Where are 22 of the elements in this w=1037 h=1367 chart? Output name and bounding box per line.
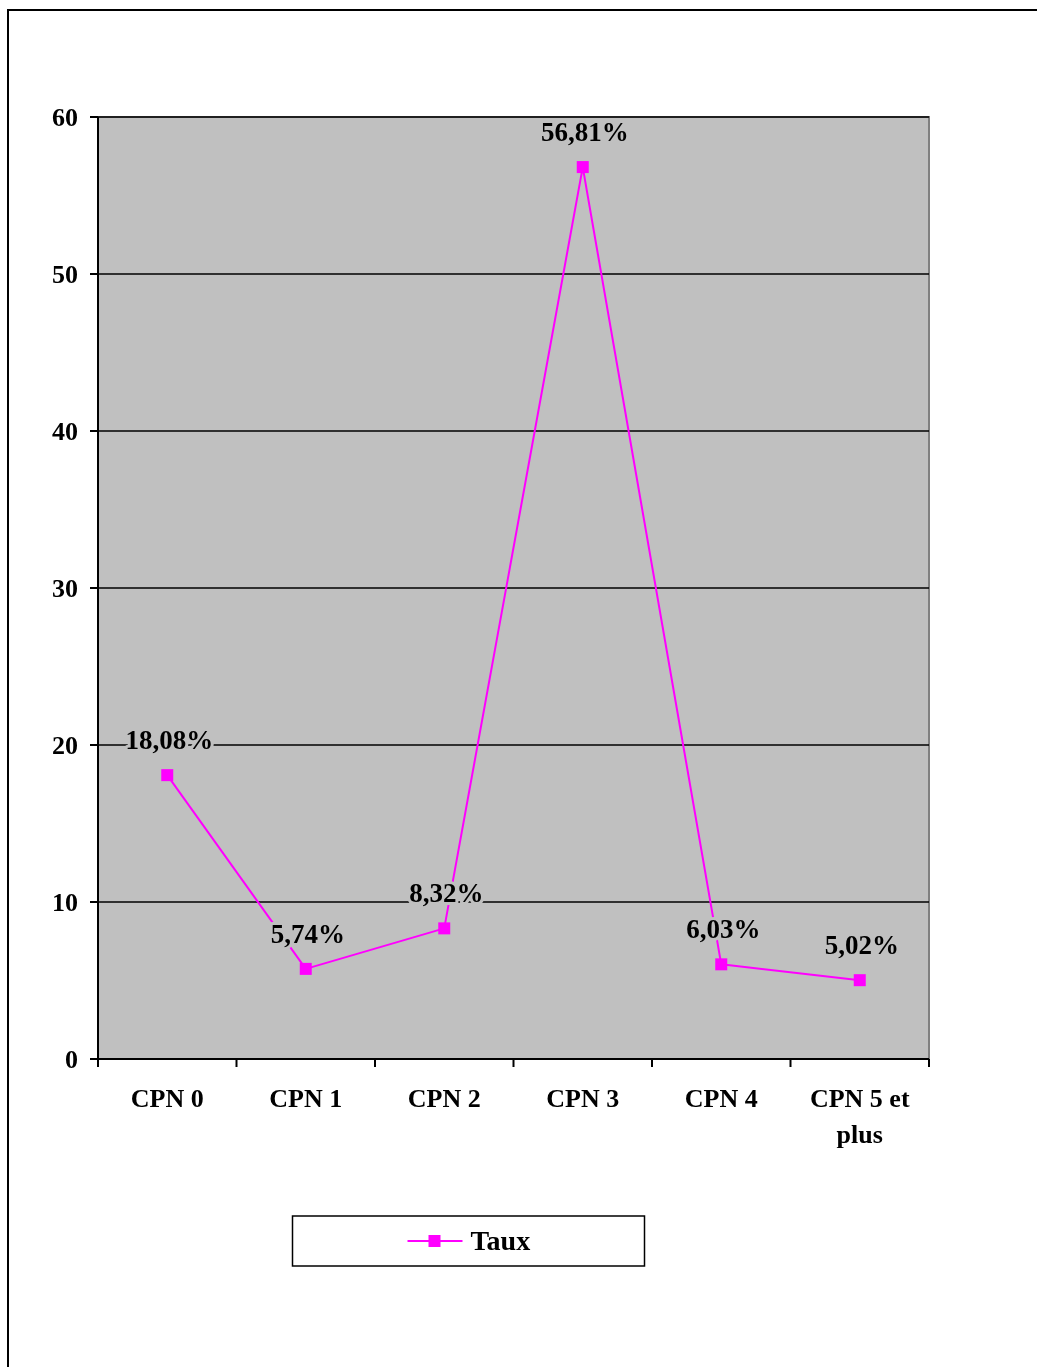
y-tick-label: 50: [52, 260, 78, 289]
point: [299, 962, 312, 975]
x-tick-label: CPN 5 et plus: [809, 1084, 910, 1149]
x-tick-label: CPN 1: [269, 1084, 343, 1113]
x-tick-label: CPN 0: [130, 1084, 204, 1113]
y-tick-label: 0: [65, 1045, 78, 1074]
data-label: 5,02%: [824, 930, 899, 961]
legend-label: Taux: [470, 1225, 531, 1256]
point: [715, 958, 728, 971]
point: [853, 974, 866, 987]
y-tick-label: 30: [52, 574, 78, 603]
y-tick-label: 10: [52, 888, 78, 917]
x-tick-label: CPN 4: [684, 1084, 758, 1113]
x-tick-label: CPN 3: [546, 1084, 620, 1113]
y-tick-label: 60: [52, 103, 78, 132]
point: [161, 769, 174, 782]
point: [576, 161, 589, 174]
data-label: 56,81%: [540, 117, 629, 148]
x-tick-label: CPN 2: [407, 1084, 481, 1113]
point: [438, 922, 451, 935]
y-tick-label: 20: [52, 731, 78, 760]
y-tick-label: 40: [52, 417, 78, 446]
